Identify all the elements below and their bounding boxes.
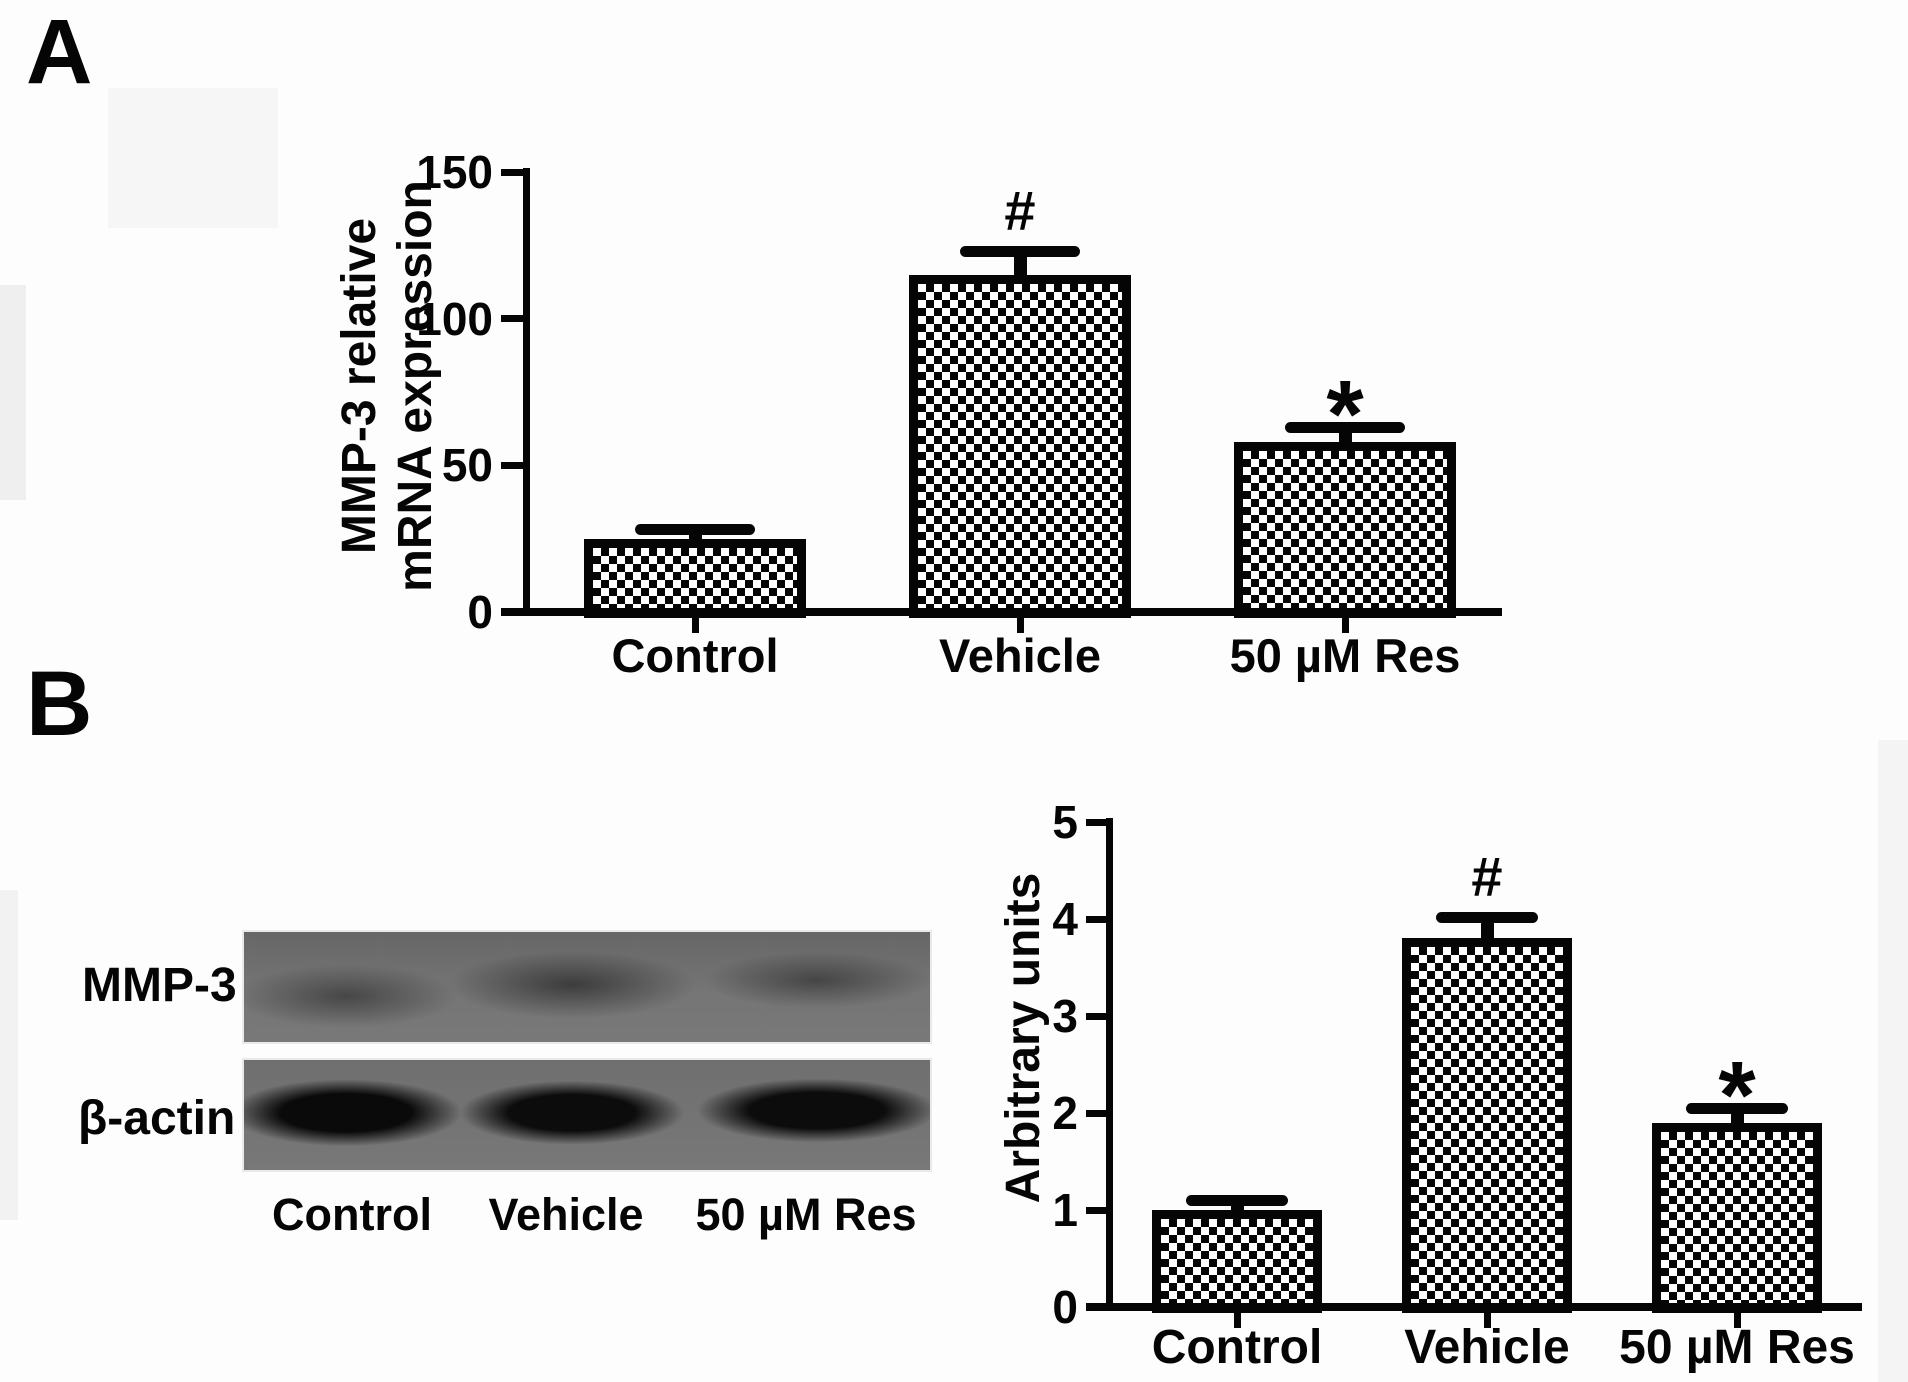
x-label-50-m-res: 50 µM Res bbox=[1619, 1321, 1855, 1374]
x-tick-vehicle bbox=[1483, 1312, 1491, 1328]
x-label-vehicle: Vehicle bbox=[939, 629, 1101, 682]
blot-strip-mmp3 bbox=[242, 930, 932, 1044]
scan-artifact bbox=[1878, 740, 1908, 1382]
bar-vehicle bbox=[909, 274, 1131, 618]
y-tick-label-0: 0 bbox=[1052, 1281, 1078, 1333]
significance-star: * bbox=[1326, 361, 1364, 469]
y-axis-line bbox=[1106, 818, 1113, 1311]
error-bar-cap-vehicle bbox=[1436, 911, 1538, 923]
bar-50-m-res bbox=[1234, 441, 1456, 618]
significance-star: * bbox=[1718, 1042, 1756, 1150]
significance-hash: # bbox=[1471, 845, 1503, 909]
blot-strip-bactin bbox=[242, 1058, 932, 1172]
x-tick-vehicle bbox=[1016, 617, 1024, 633]
y-axis-title-line: MMP-3 relative bbox=[333, 217, 386, 555]
y-tick-4 bbox=[1086, 915, 1106, 923]
bar-vehicle bbox=[1402, 938, 1572, 1313]
significance-hash: # bbox=[1004, 179, 1036, 243]
blot-lane-label-res: 50 µM Res bbox=[695, 1189, 917, 1240]
x-label-50-m-res: 50 µM Res bbox=[1229, 629, 1461, 682]
x-tick-control bbox=[691, 617, 699, 633]
error-bar-cap-vehicle bbox=[960, 245, 1080, 257]
blot-lane-label-vehicle: Vehicle bbox=[488, 1189, 644, 1240]
blot-lane-label-control: Control bbox=[272, 1189, 432, 1240]
error-bar-cap-control bbox=[635, 524, 755, 536]
scan-artifact bbox=[108, 88, 278, 228]
bar-50-m-res bbox=[1652, 1122, 1822, 1313]
x-tick-50-m-res bbox=[1341, 617, 1349, 633]
y-tick-50 bbox=[501, 461, 523, 469]
x-axis-line bbox=[501, 608, 1502, 616]
error-bar-stem-vehicle bbox=[1480, 917, 1494, 943]
blot-row-label-bactin: β-actin bbox=[78, 1092, 236, 1145]
bar-control bbox=[584, 538, 806, 618]
x-label-vehicle: Vehicle bbox=[1404, 1321, 1570, 1374]
y-tick-1 bbox=[1086, 1206, 1106, 1214]
error-bar-cap-50-m-res bbox=[1285, 421, 1405, 433]
error-bar-stem-vehicle bbox=[1013, 251, 1027, 279]
scan-artifact bbox=[0, 890, 18, 1220]
y-tick-label-2: 2 bbox=[1052, 1087, 1078, 1139]
panel-b-label: B bbox=[26, 653, 93, 755]
y-tick-label-150: 150 bbox=[416, 146, 493, 198]
y-tick-5 bbox=[1086, 818, 1106, 826]
y-tick-3 bbox=[1086, 1012, 1106, 1020]
y-axis-title-line: mRNA expression bbox=[389, 180, 442, 592]
y-tick-100 bbox=[501, 315, 523, 323]
panel-a-label: A bbox=[26, 1, 93, 103]
y-tick-150 bbox=[501, 168, 523, 176]
x-tick-50-m-res bbox=[1733, 1312, 1741, 1328]
error-bar-cap-control bbox=[1186, 1194, 1288, 1206]
x-axis-line bbox=[1086, 1303, 1862, 1311]
blot-row-label-mmp3: MMP-3 bbox=[82, 959, 237, 1012]
y-tick-label-4: 4 bbox=[1052, 893, 1078, 945]
y-tick-label-50: 50 bbox=[441, 439, 493, 492]
y-tick-label-1: 1 bbox=[1052, 1184, 1078, 1236]
y-tick-label-3: 3 bbox=[1052, 990, 1078, 1042]
y-tick-label-0: 0 bbox=[467, 586, 493, 638]
bar-control bbox=[1152, 1210, 1322, 1313]
x-label-control: Control bbox=[611, 629, 779, 682]
y-tick-label-100: 100 bbox=[416, 292, 493, 345]
y-tick-label-5: 5 bbox=[1052, 796, 1078, 848]
x-tick-control bbox=[1233, 1312, 1241, 1328]
x-label-control: Control bbox=[1151, 1321, 1323, 1374]
scan-artifact bbox=[0, 285, 26, 500]
y-axis-line bbox=[523, 168, 530, 616]
y-axis-title: MMP-3 relative mRNA expression bbox=[332, 180, 444, 592]
y-tick-2 bbox=[1086, 1109, 1106, 1117]
error-bar-cap-50-m-res bbox=[1686, 1102, 1788, 1114]
